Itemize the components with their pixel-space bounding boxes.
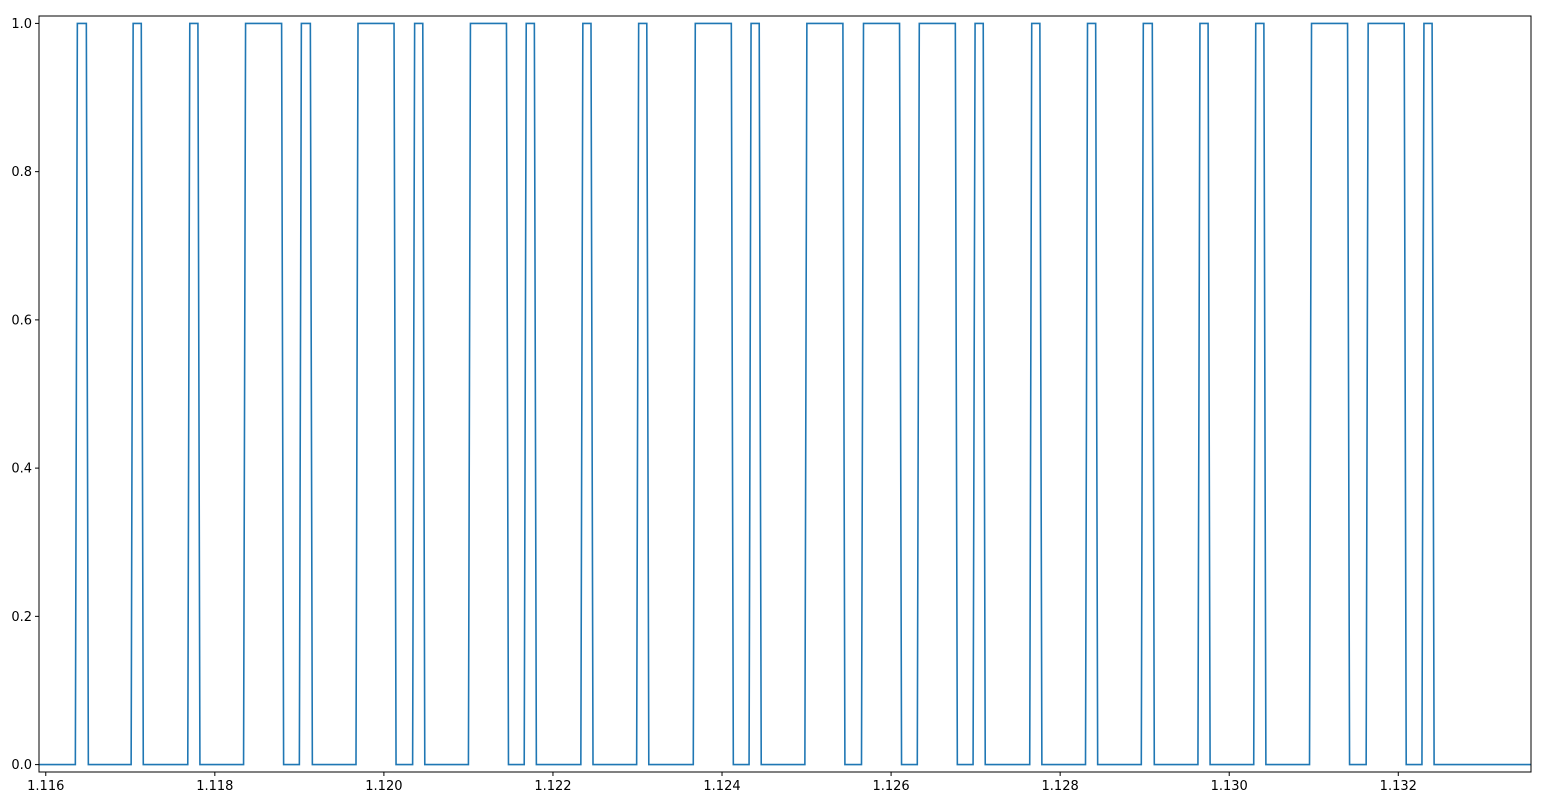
plot-area	[39, 16, 1531, 772]
x-tick-label: 1.128	[1042, 779, 1079, 794]
y-tick-label: 0.2	[11, 610, 32, 625]
series-layer	[39, 22, 1531, 766]
x-axis: 1.116 1.118 1.120 1.122 1.124 1.126 1.128 1.130…	[27, 772, 1417, 794]
y-tick-label: 0.6	[11, 313, 32, 328]
y-tick-label: 0.8	[11, 165, 32, 180]
x-tick-label: 1.118	[196, 779, 233, 794]
plot-frame	[38, 15, 1532, 773]
y-tick-label: 0.4	[11, 462, 32, 477]
x-tick-label: 1.132	[1380, 779, 1417, 794]
x-tick-label: 1.124	[703, 779, 740, 794]
x-tick-label: 1.116	[27, 779, 64, 794]
series-line	[39, 22, 1531, 766]
x-tick-label: 1.120	[365, 779, 402, 794]
y-tick-label: 1.0	[11, 17, 32, 32]
x-tick-label: 1.130	[1211, 779, 1248, 794]
y-axis: 0.0 0.2 0.4 0.6 0.8 1.0	[11, 17, 39, 773]
y-tick-label: 0.0	[11, 758, 32, 773]
x-tick-label: 1.122	[534, 779, 571, 794]
x-tick-label: 1.126	[872, 779, 909, 794]
